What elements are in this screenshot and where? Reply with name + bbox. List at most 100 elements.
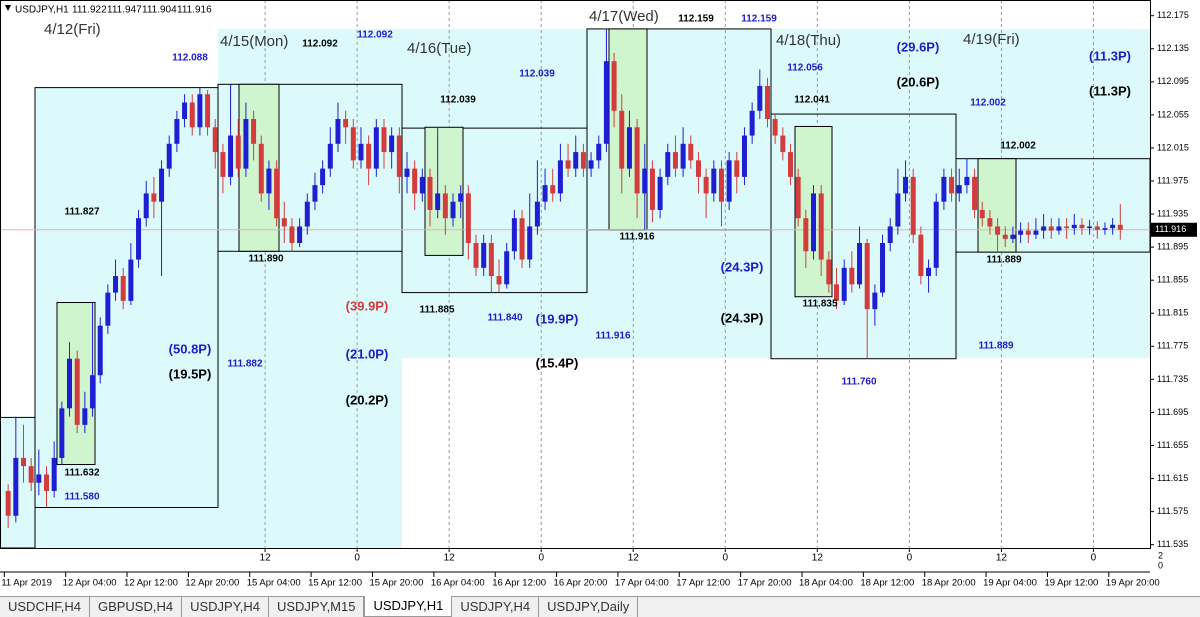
- candle-body: [880, 243, 886, 293]
- candle-body: [159, 168, 165, 202]
- x-tick-label: 19 Apr 12:00: [1044, 578, 1098, 589]
- candle-body: [404, 168, 410, 177]
- x-tick-label: 15 Apr 20:00: [369, 578, 423, 589]
- candle-body: [903, 176, 909, 194]
- x-tick-label: 16 Apr 20:00: [554, 578, 608, 589]
- price-note: 112.041: [794, 95, 830, 106]
- candle-body: [550, 185, 556, 194]
- candle-body: [335, 119, 341, 144]
- candle-body: [1064, 226, 1070, 229]
- session-tick-label: 12: [260, 553, 272, 564]
- candle-body: [220, 152, 226, 177]
- candle-body: [987, 218, 993, 227]
- tab[interactable]: USDJPY,H4: [452, 597, 540, 617]
- corner-label: 2: [1158, 550, 1163, 560]
- candle-body: [642, 168, 648, 194]
- symbol: USDJPY,H1: [15, 5, 69, 16]
- candle-body: [258, 143, 264, 194]
- y-tick-label: 112.095: [1157, 76, 1189, 86]
- tab[interactable]: USDJPY,Daily: [539, 597, 639, 617]
- candle-body: [1071, 224, 1077, 229]
- tab[interactable]: GBPUSD,H4: [90, 597, 183, 617]
- candle-body: [588, 160, 594, 169]
- y-tick-label: 111.655: [1157, 440, 1188, 450]
- candle-body: [266, 168, 272, 194]
- session-tick-label: 12: [996, 553, 1008, 564]
- candle-body: [1087, 226, 1093, 229]
- candle-body: [887, 226, 893, 244]
- candle-body: [389, 135, 395, 153]
- x-tick-label: 18 Apr 04:00: [799, 578, 853, 589]
- plot-frame: [0, 0, 1151, 549]
- candle-body: [787, 152, 793, 177]
- quote-value: 111.904: [142, 5, 177, 16]
- corner-label: 0: [1158, 560, 1163, 570]
- candle-body: [488, 243, 494, 277]
- candle-body: [803, 218, 809, 252]
- candle-body: [565, 160, 571, 169]
- price-note: 111.890: [248, 254, 283, 265]
- range-box: [977, 158, 1017, 253]
- price-note: 111.840: [487, 313, 522, 324]
- candle-body: [626, 127, 632, 169]
- candle-body: [557, 160, 563, 194]
- price-note: 112.159: [741, 14, 777, 25]
- price-note: 112.088: [172, 53, 208, 64]
- candle-body: [243, 119, 249, 169]
- candle-body: [1025, 230, 1031, 235]
- candle-body: [703, 176, 709, 194]
- candle-body: [811, 193, 817, 252]
- candle-body: [864, 243, 870, 310]
- tab[interactable]: USDJPY,H1: [364, 596, 453, 617]
- price-note: 111.889: [978, 341, 1013, 352]
- x-tick-label: 12 Apr 12:00: [124, 578, 178, 589]
- candle-body: [511, 218, 517, 252]
- candle-body: [1079, 224, 1085, 229]
- x-tick-label: 16 Apr 12:00: [492, 578, 546, 589]
- session-tick-label: 12: [812, 553, 824, 564]
- candle-body: [1018, 230, 1024, 235]
- candle-body: [1010, 234, 1016, 239]
- candle-body: [228, 135, 234, 177]
- pip-note: (24.3P): [721, 310, 764, 325]
- candle-body: [473, 243, 479, 268]
- price-note: 111.760: [841, 377, 876, 388]
- candle-body: [435, 193, 441, 210]
- x-tick-label: 19 Apr 04:00: [983, 578, 1037, 589]
- candle-body: [59, 408, 65, 458]
- pip-note: (11.3P): [1089, 83, 1131, 98]
- candle-body: [910, 176, 916, 235]
- candle-body: [427, 176, 433, 210]
- day-label: 4/12(Fri): [44, 21, 101, 38]
- candle-body: [166, 143, 172, 169]
- price-note: 112.002: [970, 98, 1006, 109]
- x-tick-label: 18 Apr 20:00: [922, 578, 976, 589]
- session-tick-label: 0: [538, 553, 544, 564]
- pip-note: (24.3P): [721, 259, 764, 274]
- candle-body: [343, 119, 349, 128]
- price-note: 111.885: [419, 305, 454, 316]
- y-tick-label: 111.935: [1157, 208, 1188, 218]
- y-tick-label: 112.175: [1157, 10, 1189, 20]
- candle-body: [366, 143, 372, 169]
- x-tick-label: 15 Apr 12:00: [308, 578, 362, 589]
- candle-body: [918, 234, 924, 277]
- y-tick-label: 111.735: [1157, 374, 1188, 384]
- candle-body: [964, 176, 970, 186]
- session-tick-label: 0: [723, 553, 729, 564]
- day-label: 4/16(Tue): [407, 40, 471, 57]
- candle-body: [90, 375, 96, 409]
- tab[interactable]: USDCHF,H4: [0, 597, 90, 617]
- y-tick-label: 112.015: [1157, 142, 1189, 152]
- candle-body: [857, 243, 863, 285]
- tab[interactable]: USDJPY,M15: [269, 597, 365, 617]
- candle-body: [1117, 224, 1123, 230]
- y-tick-label: 112.135: [1157, 43, 1189, 53]
- candle-body: [373, 127, 379, 169]
- candle-body: [749, 110, 755, 136]
- tab[interactable]: USDJPY,H4: [182, 597, 269, 617]
- candle-body: [718, 168, 724, 202]
- price-note: 112.092: [357, 30, 393, 41]
- candle-body: [312, 185, 318, 202]
